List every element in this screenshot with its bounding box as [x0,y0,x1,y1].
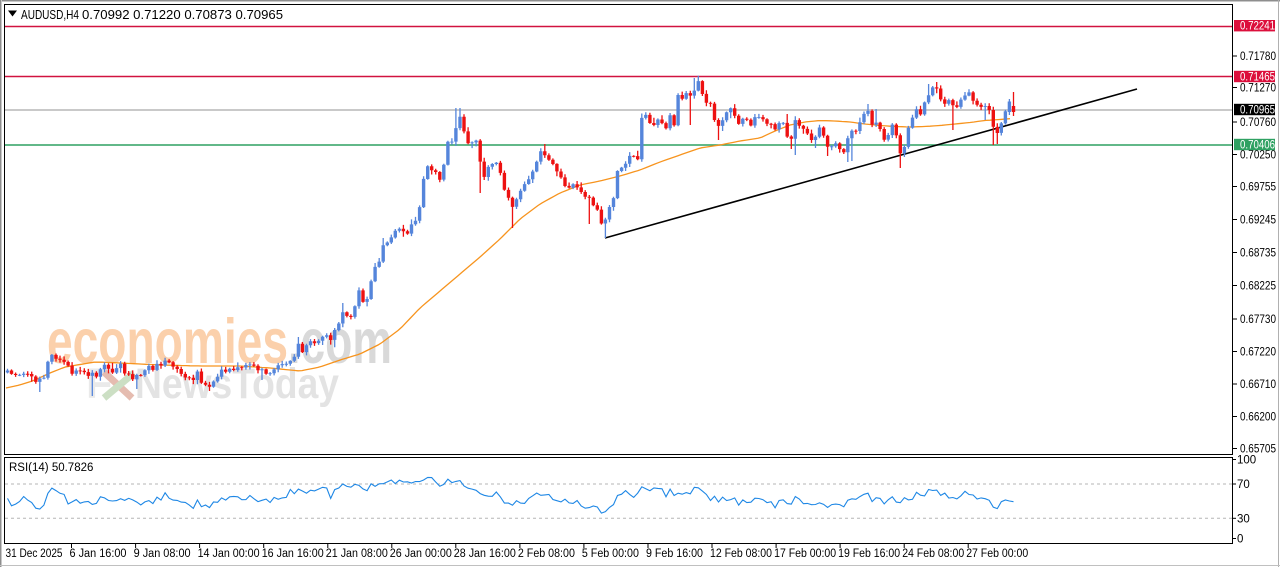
svg-text:30: 30 [1237,513,1250,525]
svg-text:0.72241: 0.72241 [1240,21,1275,33]
svg-text:9 Feb 16:00: 9 Feb 16:00 [646,548,703,560]
svg-text:0: 0 [1237,534,1243,546]
svg-text:0.65705: 0.65705 [1240,444,1276,456]
svg-text:28 Jan 16:00: 28 Jan 16:00 [454,548,516,560]
svg-text:6 Jan 16:00: 6 Jan 16:00 [70,548,127,560]
svg-text:31 Dec 2025: 31 Dec 2025 [6,548,63,560]
svg-text:0.66200: 0.66200 [1240,412,1276,424]
svg-text:0.68735: 0.68735 [1240,248,1276,260]
svg-text:RSI(14) 50.7826: RSI(14) 50.7826 [9,462,93,474]
svg-text:0.69245: 0.69245 [1240,215,1276,227]
svg-text:27 Feb 00:00: 27 Feb 00:00 [966,548,1028,560]
svg-text:.com: .com [288,307,392,377]
svg-text:24 Feb 08:00: 24 Feb 08:00 [902,548,964,560]
svg-text:0.71780: 0.71780 [1240,51,1276,63]
svg-text:0.66710: 0.66710 [1240,379,1276,391]
svg-text:0.70760: 0.70760 [1240,117,1276,129]
svg-text:26 Jan 00:00: 26 Jan 00:00 [390,548,452,560]
svg-text:21 Jan 08:00: 21 Jan 08:00 [326,548,388,560]
svg-text:9 Jan 08:00: 9 Jan 08:00 [134,548,191,560]
svg-text:16 Jan 16:00: 16 Jan 16:00 [262,548,324,560]
svg-text:0.71465: 0.71465 [1240,72,1275,84]
svg-text:19 Feb 16:00: 19 Feb 16:00 [838,548,900,560]
svg-text:100: 100 [1237,455,1256,467]
svg-text:0.70965: 0.70965 [1240,105,1275,117]
svg-text:0.68225: 0.68225 [1240,281,1276,293]
svg-text:5 Feb 00:00: 5 Feb 00:00 [582,548,639,560]
svg-text:AUDUSD,H4: AUDUSD,H4 [21,8,79,22]
svg-text:70: 70 [1237,479,1250,491]
svg-text:17 Feb 00:00: 17 Feb 00:00 [774,548,836,560]
svg-text:0.67220: 0.67220 [1240,347,1276,359]
svg-text:12 Feb 08:00: 12 Feb 08:00 [710,548,772,560]
svg-text:0.70992 0.71220 0.70873 0.7096: 0.70992 0.71220 0.70873 0.70965 [82,8,283,22]
svg-text:14 Jan 00:00: 14 Jan 00:00 [198,548,260,560]
svg-text:0.71270: 0.71270 [1240,83,1276,95]
svg-text:0.70406: 0.70406 [1240,140,1275,152]
svg-text:2 Feb 08:00: 2 Feb 08:00 [518,548,575,560]
svg-text:0.70250: 0.70250 [1240,150,1276,162]
svg-text:0.69755: 0.69755 [1240,182,1276,194]
svg-text:0.67730: 0.67730 [1240,314,1276,326]
